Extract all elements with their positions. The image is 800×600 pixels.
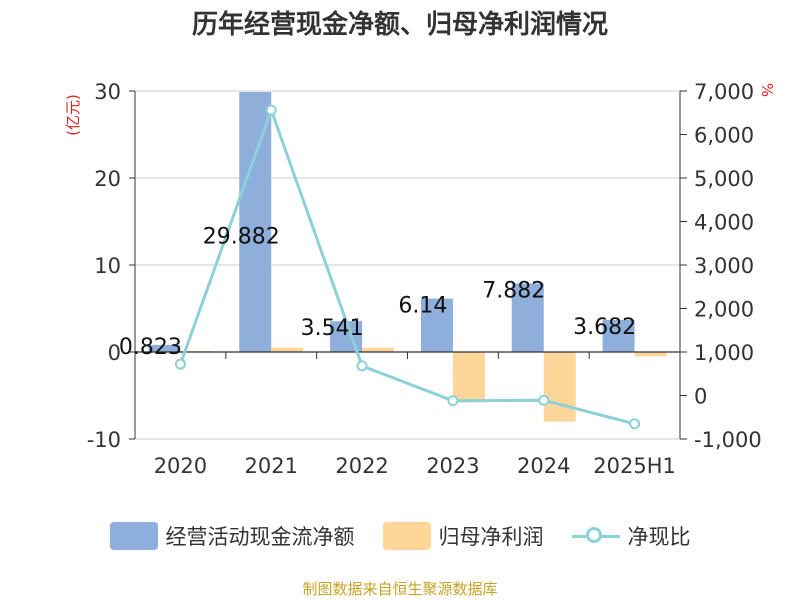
right-tick-label: 1,000 bbox=[694, 341, 754, 365]
right-tick-label: 7,000 bbox=[694, 80, 754, 104]
cashflow-data-label: 6.14 bbox=[398, 294, 447, 319]
right-axis-unit: % bbox=[758, 83, 776, 97]
cash-ratio-point bbox=[447, 395, 459, 407]
legend: 经营活动现金流净额 归母净利润 净现比 bbox=[0, 516, 800, 556]
x-tick-label: 2021 bbox=[245, 454, 298, 478]
bar-cashflow bbox=[148, 344, 181, 352]
legend-swatch-net-profit bbox=[382, 522, 431, 550]
left-tick-label: 30 bbox=[94, 80, 121, 104]
bar-net-profit bbox=[452, 352, 485, 403]
legend-label-cashflow: 经营活动现金流净额 bbox=[165, 525, 355, 549]
bar-cashflow bbox=[511, 283, 544, 352]
right-tick-label: 0 bbox=[694, 385, 707, 409]
cash-ratio-point bbox=[174, 358, 186, 370]
cash-ratio-line bbox=[179, 105, 635, 426]
cashflow-data-label: 0.823 bbox=[119, 335, 182, 360]
cashflow-data-label: 3.682 bbox=[573, 315, 636, 340]
right-tick-label: 2,000 bbox=[694, 298, 754, 322]
legend-item-cashflow[interactable]: 经营活动现金流净额 bbox=[109, 521, 355, 551]
right-tick-label: -1,000 bbox=[694, 428, 762, 452]
cash-ratio-point bbox=[356, 360, 368, 372]
cash-ratio-point bbox=[538, 394, 550, 406]
cashflow-data-label: 3.541 bbox=[301, 316, 364, 341]
right-tick-label: 6,000 bbox=[694, 124, 754, 148]
right-tick-label: 4,000 bbox=[694, 211, 754, 235]
chart-title: 历年经营现金净额、归母净利润情况 bbox=[191, 10, 608, 40]
cashflow-data-label: 29.882 bbox=[203, 224, 280, 249]
source-note: 制图数据来自恒生聚源数据库 bbox=[302, 580, 498, 598]
legend-swatch-cashflow bbox=[109, 522, 158, 550]
bar-net-profit bbox=[634, 352, 667, 357]
cashflow-data-label: 7.882 bbox=[482, 278, 545, 303]
left-tick-label: 10 bbox=[94, 254, 121, 278]
left-tick-label: 20 bbox=[94, 167, 121, 191]
legend-item-net-profit[interactable]: 归母净利润 bbox=[382, 521, 544, 551]
left-tick-label: 0 bbox=[108, 341, 121, 365]
left-tick-label: -10 bbox=[87, 428, 121, 452]
right-tick-label: 5,000 bbox=[694, 167, 754, 191]
legend-label-cash-ratio: 净现比 bbox=[627, 525, 691, 549]
legend-item-cash-ratio[interactable]: 净现比 bbox=[571, 521, 691, 551]
bar-cashflow bbox=[420, 298, 453, 352]
bar-cashflow bbox=[602, 319, 635, 352]
legend-label-net-profit: 归母净利润 bbox=[438, 525, 544, 549]
x-tick-label: 2023 bbox=[426, 454, 479, 478]
bar-net-profit bbox=[362, 347, 395, 352]
x-tick-label: 2022 bbox=[335, 454, 388, 478]
left-axis-unit: (亿元) bbox=[64, 94, 82, 136]
x-tick-label: 2024 bbox=[517, 454, 570, 478]
cash-ratio-point bbox=[629, 418, 641, 430]
bar-net-profit bbox=[271, 347, 304, 352]
x-tick-label: 2020 bbox=[154, 454, 207, 478]
cash-ratio-point bbox=[265, 104, 277, 116]
bar-net-profit bbox=[543, 352, 576, 422]
bar-cashflow bbox=[239, 92, 272, 352]
right-tick-label: 3,000 bbox=[694, 254, 754, 278]
x-tick-label: 2025H1 bbox=[593, 454, 676, 478]
legend-line-marker-icon bbox=[571, 522, 620, 550]
